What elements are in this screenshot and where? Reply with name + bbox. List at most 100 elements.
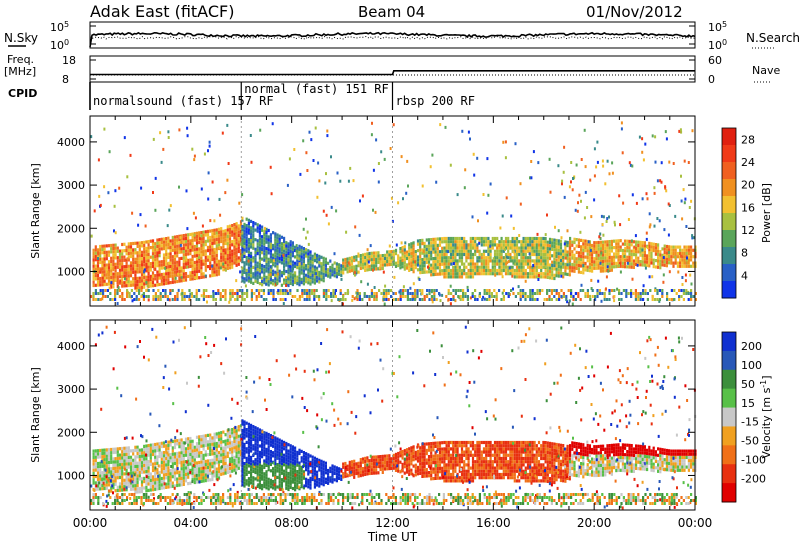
power-cell (176, 254, 179, 258)
power-cell (182, 237, 185, 241)
power-cell (129, 283, 133, 287)
power-cell (482, 249, 486, 253)
power-cell (329, 275, 332, 279)
power-cell (356, 292, 359, 295)
power-cell (254, 228, 257, 232)
power-cell (132, 241, 135, 246)
velocity-cell (165, 447, 168, 451)
power-cell (289, 278, 292, 282)
power-cell (670, 261, 673, 265)
velocity-cell (99, 448, 102, 453)
power-cell (176, 235, 179, 239)
power-cell (692, 261, 695, 265)
power-cell (154, 242, 157, 246)
velocity-cell (245, 450, 248, 454)
power-cell (555, 289, 558, 292)
power-cell (193, 154, 196, 158)
power-cell (435, 180, 438, 184)
velocity-cell (167, 440, 170, 444)
power-cell (375, 295, 378, 298)
velocity-cell (112, 463, 115, 467)
power-cell (228, 237, 232, 241)
velocity-cell (211, 449, 214, 453)
velocity-cell (149, 485, 152, 489)
velocity-cell (140, 448, 144, 452)
power-cell (157, 295, 160, 298)
power-cell (145, 259, 148, 263)
power-cell (663, 244, 666, 248)
power-cell (458, 272, 461, 276)
power-cell (181, 295, 184, 298)
power-cell (643, 254, 646, 258)
power-cell (659, 179, 662, 183)
noise-tick-right: 100 (708, 38, 727, 52)
velocity-cell (125, 452, 128, 457)
velocity-cell (125, 468, 128, 473)
power-cell (601, 159, 604, 163)
power-cell (505, 255, 508, 259)
power-cell (427, 247, 431, 251)
power-cell (570, 161, 573, 164)
velocity-cell (243, 423, 246, 427)
power-cell (265, 247, 268, 251)
power-cell (474, 236, 477, 241)
power-cell (537, 259, 541, 263)
power-cell (397, 298, 400, 301)
power-cell (447, 246, 450, 250)
power-cell (267, 235, 270, 239)
velocity-cell (145, 479, 148, 483)
velocity-cell (162, 463, 166, 467)
power-cell (252, 275, 255, 279)
power-cell (322, 256, 325, 260)
velocity-cell (209, 446, 212, 450)
power-cell (483, 292, 486, 295)
power-cell (136, 283, 139, 287)
power-cell (575, 260, 578, 264)
power-cell (443, 275, 446, 279)
velocity-cell (191, 471, 194, 475)
power-cell (390, 256, 393, 260)
power-cell (339, 179, 342, 183)
power-cell (522, 265, 525, 269)
power-cell (224, 254, 227, 258)
velocity-cell (123, 478, 126, 482)
velocity-cell (189, 443, 192, 447)
power-cell (520, 268, 523, 273)
power-cell (300, 281, 303, 285)
power-cell (143, 279, 146, 283)
power-cell (656, 298, 659, 301)
power-cell (116, 249, 119, 253)
power-cell (469, 249, 472, 253)
power-cell (306, 169, 309, 172)
power-cell (350, 262, 354, 266)
power-cell (505, 196, 508, 200)
power-cell (178, 185, 180, 189)
power-cell (227, 162, 230, 165)
power-cell (258, 250, 261, 254)
power-cell (629, 163, 632, 167)
power-cell (379, 254, 382, 258)
velocity-cell (191, 474, 194, 479)
power-cell (551, 270, 554, 274)
power-cell (358, 233, 361, 237)
velocity-cell (202, 473, 205, 477)
velocity-cell (160, 483, 163, 487)
power-cell (253, 292, 256, 295)
freq-tick-right: 60 (708, 54, 722, 67)
power-cell (250, 160, 253, 164)
power-cell (458, 256, 461, 260)
power-cell (171, 289, 174, 292)
power-cell (157, 289, 160, 292)
power-cell (267, 241, 270, 245)
power-cell (402, 292, 405, 295)
velocity-cell (149, 450, 152, 454)
power-cell (687, 248, 690, 252)
velocity-cell (178, 483, 181, 487)
velocity-cell (123, 456, 126, 460)
power-cell (488, 292, 491, 295)
power-cell (125, 280, 128, 285)
power-cell (537, 265, 541, 269)
power-cell (237, 230, 240, 234)
power-cell (690, 255, 693, 259)
power-cell (557, 239, 560, 243)
